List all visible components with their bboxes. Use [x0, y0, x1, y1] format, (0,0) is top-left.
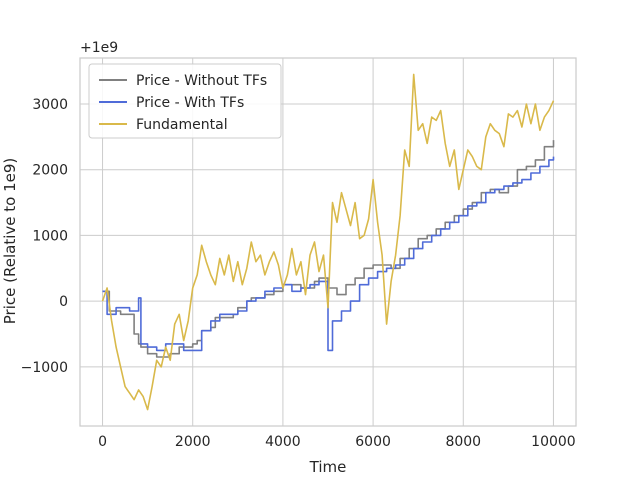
x-tick-label: 2000 — [175, 434, 211, 450]
y-tick-labels: −1000 0 1000 2000 3000 — [21, 97, 68, 376]
y-axis-label: Price (Relative to 1e9) — [1, 158, 19, 324]
y-tick-label: 2000 — [32, 163, 68, 179]
legend: Price - Without TFs Price - With TFs Funda… — [88, 63, 282, 139]
x-tick-label: 0 — [98, 434, 107, 450]
plot-frame — [79, 57, 577, 427]
series-layer — [101, 73, 555, 411]
legend-box — [88, 63, 282, 139]
legend-label: Price - Without TFs — [136, 73, 267, 89]
x-tick-labels: 0 2000 4000 6000 8000 10000 — [98, 434, 576, 450]
x-tick-label: 4000 — [265, 434, 301, 450]
x-tick-label: 10000 — [531, 434, 576, 450]
series-line-2 — [101, 73, 555, 411]
x-tick-label: 6000 — [355, 434, 391, 450]
y-tick-label: 0 — [59, 294, 68, 310]
series-line-1 — [102, 156, 555, 352]
x-tick-label: 8000 — [445, 434, 481, 450]
y-tick-label: 1000 — [32, 228, 68, 244]
y-tick-label: 3000 — [32, 97, 68, 113]
legend-label: Fundamental — [136, 117, 228, 133]
x-axis-label: Time — [309, 458, 347, 476]
legend-label: Price - With TFs — [136, 95, 244, 111]
y-tick-label: −1000 — [21, 360, 68, 376]
y-offset-label: +1e9 — [80, 40, 118, 56]
